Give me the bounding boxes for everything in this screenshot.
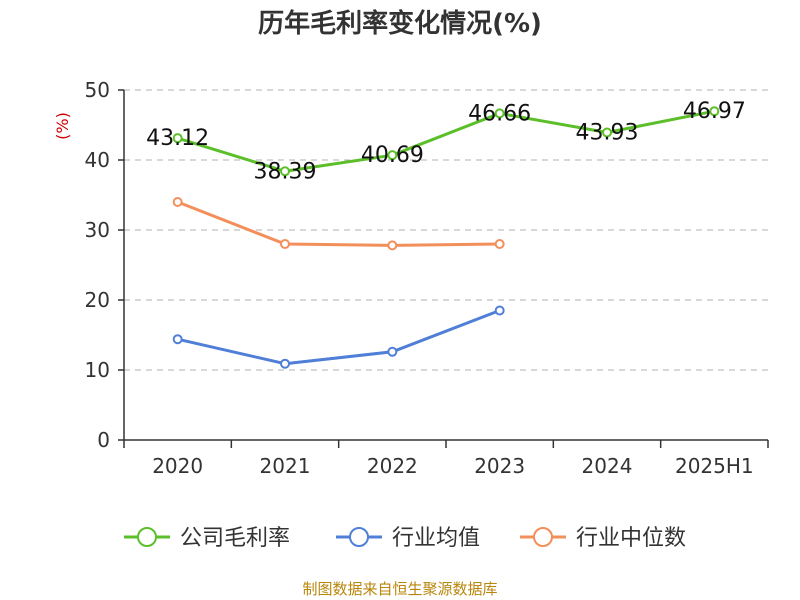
data-label: 46.97 <box>683 99 746 124</box>
data-point <box>387 240 398 251</box>
legend-label: 行业均值 <box>392 526 480 551</box>
x-tick-label: 2025H1 <box>675 454 754 478</box>
chart-title: 历年毛利率变化情况(%) <box>258 8 542 39</box>
y-tick-label: 20 <box>85 288 110 312</box>
data-label: 43.12 <box>146 126 209 151</box>
legend-swatch-marker <box>137 527 157 547</box>
axes: 0 10 20 30 40 50 2020 2021 2022 2023 2024 2025H1 <box>85 78 769 478</box>
series-lines <box>172 106 720 369</box>
data-point <box>387 346 398 357</box>
data-label: 40.69 <box>361 143 424 168</box>
data-point <box>172 197 183 207</box>
data-point <box>709 106 720 117</box>
data-point <box>280 239 290 249</box>
data-label: 38.39 <box>254 159 317 184</box>
data-label: 46.66 <box>468 101 531 126</box>
y-tick-label: 30 <box>85 218 110 242</box>
data-labels: 43.12 38.39 40.69 46.66 43.93 46.97 <box>146 99 746 184</box>
data-point <box>280 166 290 177</box>
data-point <box>494 239 505 249</box>
y-tick-label: 10 <box>85 358 110 382</box>
data-point <box>172 334 183 345</box>
y-axis-unit: (%) <box>53 112 72 140</box>
y-tick-label: 0 <box>97 428 110 452</box>
data-point <box>387 150 398 161</box>
data-point <box>602 127 612 138</box>
data-point <box>172 133 183 144</box>
source-note: 制图数据来自恒生聚源数据库 <box>302 580 497 598</box>
legend-label: 公司毛利率 <box>180 526 290 551</box>
legend-swatch-marker <box>349 527 369 547</box>
data-point <box>494 108 505 119</box>
data-label: 43.93 <box>576 120 639 145</box>
x-tick-label: 2020 <box>152 454 203 478</box>
x-tick-label: 2024 <box>582 454 633 478</box>
legend-label: 行业中位数 <box>576 526 686 551</box>
legend: 公司毛利率 行业均值 行业中位数 <box>124 526 686 551</box>
series-line <box>177 200 500 247</box>
series-line <box>177 309 501 366</box>
data-point <box>494 305 505 316</box>
legend-swatch-marker <box>533 527 553 547</box>
y-tick-label: 40 <box>85 148 110 172</box>
x-tick-label: 2023 <box>474 454 525 478</box>
x-tick-label: 2021 <box>260 454 311 478</box>
series-line <box>177 109 715 173</box>
x-tick-label: 2022 <box>367 454 418 478</box>
grid-lines <box>124 89 768 371</box>
y-tick-label: 50 <box>85 78 110 102</box>
data-point <box>280 358 290 369</box>
